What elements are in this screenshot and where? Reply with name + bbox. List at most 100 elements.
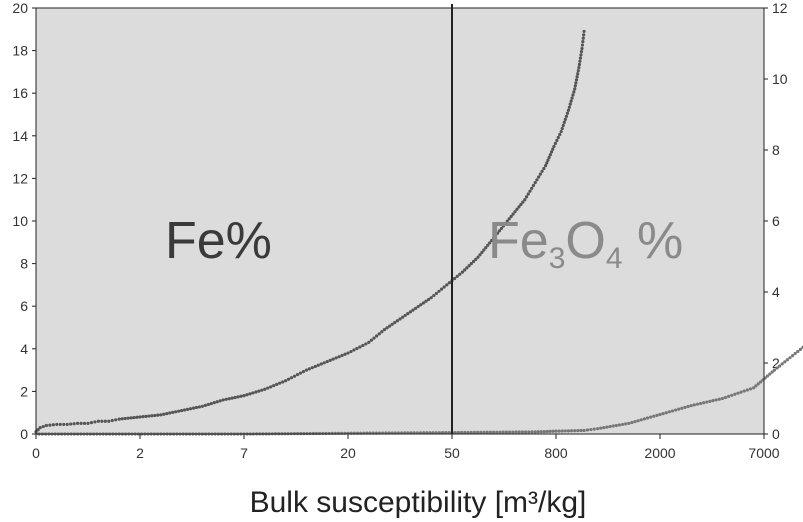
data-point xyxy=(41,424,45,429)
data-point xyxy=(633,419,637,424)
data-point xyxy=(340,353,344,358)
left-y-tick-label: 0 xyxy=(20,426,28,442)
data-point xyxy=(460,430,464,435)
data-point xyxy=(495,430,499,434)
data-point xyxy=(301,370,306,374)
data-point xyxy=(698,401,703,406)
data-point xyxy=(566,429,571,433)
data-point xyxy=(65,422,69,427)
data-point xyxy=(533,181,537,185)
data-point xyxy=(313,364,317,369)
data-point xyxy=(377,332,381,336)
data-point xyxy=(327,431,331,436)
left-y-axis: 0 2 4 6 8 10 12 14 16 18 20 xyxy=(12,0,36,442)
data-point xyxy=(798,347,803,351)
data-point xyxy=(521,200,525,204)
data-point xyxy=(680,406,684,410)
data-point xyxy=(692,403,696,407)
x-axis-label: Bulk susceptibility [m³/kg] xyxy=(250,486,587,519)
left-y-tick-label: 4 xyxy=(20,341,28,357)
data-point xyxy=(565,111,570,115)
data-point xyxy=(624,422,628,426)
data-point xyxy=(447,431,451,435)
data-point xyxy=(508,430,512,434)
data-point xyxy=(579,50,584,54)
data-point xyxy=(540,169,544,173)
data-point xyxy=(765,374,770,378)
left-y-tick-label: 10 xyxy=(12,213,28,229)
data-point xyxy=(445,283,449,287)
data-point xyxy=(570,96,574,100)
fe-annotation: Fe% xyxy=(165,212,272,270)
left-y-tick-label: 14 xyxy=(12,128,28,144)
data-point xyxy=(316,363,320,367)
data-point xyxy=(171,410,175,414)
data-point xyxy=(582,428,586,433)
data-point xyxy=(150,414,154,418)
data-point xyxy=(82,421,87,425)
x-tick-label: 0 xyxy=(32,445,40,461)
data-point xyxy=(138,415,142,419)
data-point xyxy=(677,407,681,411)
data-point xyxy=(768,372,772,376)
data-point xyxy=(592,427,596,431)
data-point xyxy=(437,431,441,435)
data-point xyxy=(188,407,193,411)
right-y-tick-label: 12 xyxy=(772,0,788,16)
data-point xyxy=(218,399,222,403)
x-tick-label: 800 xyxy=(544,445,568,461)
data-point xyxy=(620,422,625,427)
data-point xyxy=(126,416,130,420)
data-point xyxy=(788,356,792,360)
data-point xyxy=(488,241,492,245)
data-point xyxy=(419,303,423,307)
data-point xyxy=(51,423,55,427)
data-point xyxy=(361,343,365,348)
data-point xyxy=(499,226,503,231)
data-point xyxy=(581,40,585,44)
data-point xyxy=(212,401,216,405)
data-point xyxy=(493,234,498,238)
data-point xyxy=(76,421,80,425)
data-point xyxy=(546,158,550,162)
data-point xyxy=(636,419,640,423)
data-point xyxy=(575,75,579,79)
data-point xyxy=(770,370,774,374)
data-point xyxy=(375,334,379,338)
data-point xyxy=(380,330,384,334)
data-point xyxy=(556,135,560,140)
x-tick-label: 7000 xyxy=(748,445,779,461)
data-point xyxy=(331,357,335,361)
data-point xyxy=(467,264,471,268)
data-point xyxy=(79,421,83,425)
x-tick-label: 50 xyxy=(444,445,460,461)
data-point xyxy=(472,430,476,434)
x-tick-label: 2000 xyxy=(644,445,675,461)
data-point xyxy=(307,367,311,371)
data-point xyxy=(562,120,566,125)
data-point xyxy=(321,431,325,436)
data-point xyxy=(670,409,675,413)
data-point xyxy=(526,192,530,196)
data-point xyxy=(251,391,255,395)
data-point xyxy=(661,411,665,416)
data-point xyxy=(114,418,118,422)
data-point xyxy=(545,429,549,434)
data-point xyxy=(667,410,671,414)
data-point xyxy=(453,430,457,435)
data-point xyxy=(474,257,478,261)
data-point xyxy=(480,250,484,255)
data-point xyxy=(401,315,405,319)
data-point xyxy=(324,431,328,436)
data-point xyxy=(548,153,552,157)
data-point xyxy=(245,393,249,397)
data-point xyxy=(733,392,737,396)
data-point xyxy=(517,430,521,434)
data-point xyxy=(664,411,668,415)
data-point xyxy=(576,69,580,73)
data-point xyxy=(469,262,473,266)
x-tick-label: 20 xyxy=(340,445,356,461)
data-point xyxy=(501,224,505,228)
data-point xyxy=(440,431,445,435)
x-axis: 0 2 7 20 50 800 2000 7000 xyxy=(32,434,780,461)
